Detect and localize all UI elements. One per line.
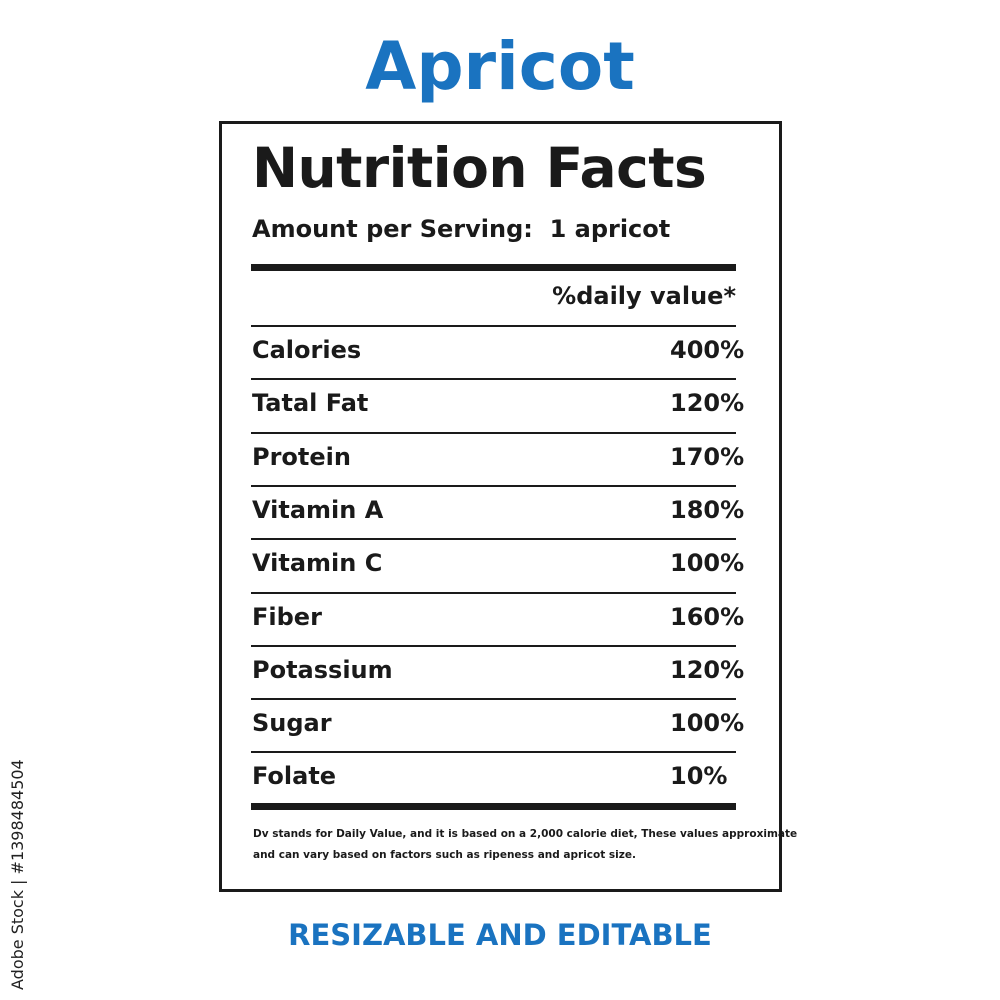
label-box bbox=[219, 121, 782, 892]
row-value: 10% bbox=[670, 762, 728, 791]
divider bbox=[251, 264, 736, 271]
row-value: 120% bbox=[670, 655, 745, 684]
row-value: 170% bbox=[670, 442, 745, 471]
row-value: 160% bbox=[670, 602, 745, 631]
row-line bbox=[251, 698, 736, 701]
row-line bbox=[251, 484, 736, 487]
row-name: Calories bbox=[252, 336, 362, 364]
row-line bbox=[251, 538, 736, 541]
row-line bbox=[251, 378, 736, 381]
row-value: 100% bbox=[670, 549, 745, 578]
row-name: Sugar bbox=[252, 709, 332, 738]
row-value: 120% bbox=[670, 389, 745, 418]
divider bbox=[251, 803, 736, 810]
row-value: 100% bbox=[670, 709, 745, 738]
row-line bbox=[251, 325, 736, 327]
row-line bbox=[251, 644, 736, 647]
title: Apricot bbox=[365, 28, 635, 105]
watermark: Adobe Stock | #1398484504 bbox=[8, 759, 27, 990]
row-name: Potassium bbox=[252, 655, 393, 684]
row-value: 180% bbox=[670, 495, 745, 524]
row-name: Tatal Fat bbox=[252, 389, 369, 418]
row-line bbox=[251, 591, 736, 594]
row-name: Vitamin A bbox=[252, 495, 384, 524]
row-name: Fiber bbox=[252, 602, 322, 631]
footnote: Dv stands for Daily Value, and it is bas… bbox=[253, 828, 798, 840]
tagline: RESIZABLE AND EDITABLE bbox=[288, 918, 712, 952]
serving: Amount per Serving: 1 apricot bbox=[252, 215, 671, 243]
column-header: %daily value* bbox=[552, 282, 736, 310]
row-name: Folate bbox=[252, 762, 337, 791]
row-line bbox=[251, 751, 736, 754]
row-value: 400% bbox=[670, 336, 745, 364]
row-line bbox=[251, 431, 736, 434]
row-name: Vitamin C bbox=[252, 549, 383, 578]
row-name: Protein bbox=[252, 442, 351, 471]
footnote: and can vary based on factors such as ri… bbox=[253, 849, 636, 861]
heading: Nutrition Facts bbox=[252, 136, 707, 200]
